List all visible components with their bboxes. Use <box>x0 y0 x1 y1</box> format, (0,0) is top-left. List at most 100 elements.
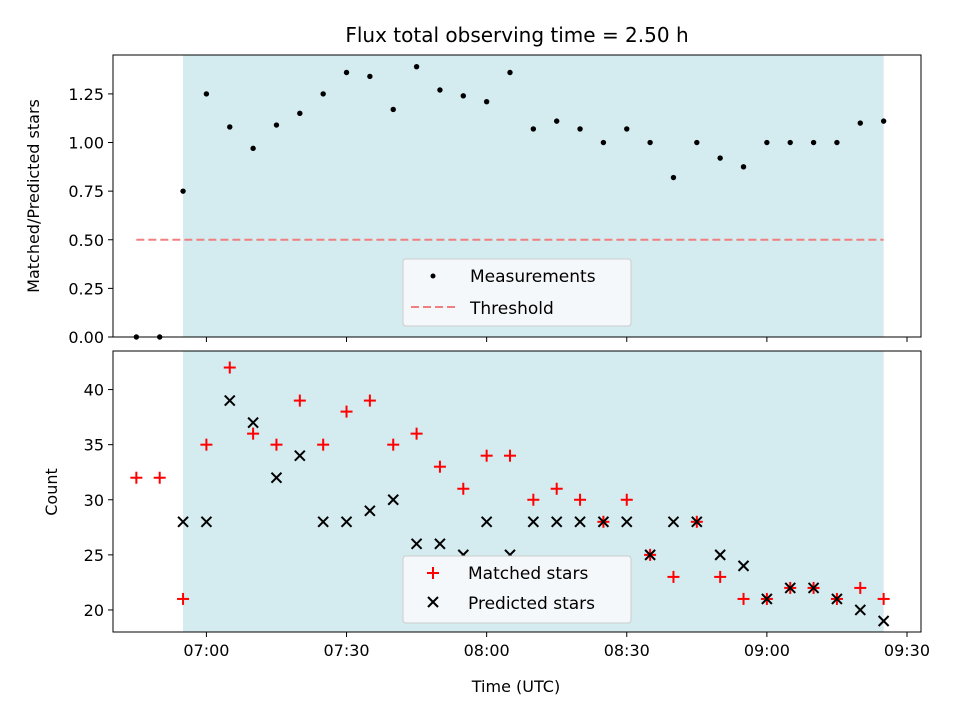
top-legend-box <box>402 258 632 327</box>
measurements-point <box>670 174 677 181</box>
predicted-stars-point <box>784 582 796 594</box>
matched-stars-point <box>363 394 376 407</box>
matched-stars-point <box>177 592 190 605</box>
measurements-point <box>553 118 560 124</box>
matched-stars-point <box>410 427 423 440</box>
bottom-panel-x-ticks: 07:00 07:30 08:00 08:30 09:00 09:30 <box>183 632 930 660</box>
measurements-point <box>740 164 747 170</box>
measurements-point <box>273 122 280 128</box>
y-tick-label: 0.00 <box>68 328 104 347</box>
matched-stars-point <box>340 405 353 418</box>
predicted-stars-point <box>247 416 259 429</box>
top-legend: Measurements Threshold <box>402 258 632 327</box>
predicted-stars-point <box>177 516 189 528</box>
legend-measurements-marker <box>430 273 436 279</box>
bottom-legend: Matched stars Predicted stars <box>402 555 632 624</box>
predicted-stars-point <box>667 516 680 528</box>
matched-stars-point <box>247 427 260 440</box>
matched-stars-point <box>667 570 680 583</box>
measurements-point <box>624 126 630 132</box>
predicted-stars-point <box>714 549 726 561</box>
measurements-point <box>437 87 443 93</box>
measurements-point <box>810 139 817 146</box>
y-tick-label: 0.25 <box>68 279 104 298</box>
legend-predicted-marker <box>427 596 439 608</box>
bottom-panel: 20 25 30 35 40 07:00 07:30 08:00 08:30 09:00 09:3… <box>42 350 930 696</box>
measurements-point <box>507 69 513 76</box>
predicted-stars-point <box>340 516 353 528</box>
measurements-point <box>180 188 186 194</box>
predicted-stars-point <box>691 516 703 528</box>
predicted-stars-point <box>294 449 306 462</box>
measurements-point <box>694 139 700 146</box>
y-tick-label: 35 <box>84 436 104 455</box>
matched-stars-point <box>293 394 306 407</box>
legend-matched-marker <box>427 567 439 579</box>
bottom-panel-y-ticks: 20 25 30 35 40 <box>84 381 113 620</box>
y-tick-label: 25 <box>84 546 104 565</box>
matched-stars-point <box>480 449 493 462</box>
matched-stars-point <box>223 361 236 374</box>
legend-threshold-label: Threshold <box>469 299 554 319</box>
bottom-legend-box <box>402 555 632 624</box>
measurements-point <box>530 126 537 132</box>
measurements-point <box>787 139 793 146</box>
x-tick-label: 08:00 <box>464 641 510 660</box>
matched-stars-point <box>200 438 213 451</box>
predicted-stars-point <box>854 604 866 616</box>
predicted-stars-point <box>550 516 563 528</box>
bottom-panel-frame <box>112 350 922 633</box>
top-y-axis-label: Matched/Predicted stars <box>24 99 43 293</box>
predicted-stars-point <box>434 538 446 550</box>
predicted-stars-point <box>737 560 750 572</box>
y-tick-label: 0.50 <box>68 231 104 250</box>
predicted-stars-point <box>527 516 540 528</box>
measurements-point <box>577 126 583 132</box>
predicted-stars-point <box>364 505 376 517</box>
predicted-stars-point <box>831 593 843 605</box>
x-tick-label: 09:00 <box>744 641 790 660</box>
predicted-stars-point <box>621 516 633 528</box>
measurements-point <box>250 145 256 152</box>
predicted-stars-point <box>877 615 890 627</box>
matched-stars-point <box>130 471 143 484</box>
matched-stars-point <box>317 438 330 451</box>
legend-matched-label: Matched stars <box>468 564 588 584</box>
measurements-point <box>834 139 840 146</box>
predicted-stars-point <box>200 516 213 528</box>
x-tick-label: 07:30 <box>323 641 369 660</box>
top-panel-marks <box>133 63 887 340</box>
matched-stars-point <box>503 449 516 462</box>
measurements-point <box>717 155 723 161</box>
predicted-stars-point <box>270 472 283 484</box>
matched-stars-point <box>153 471 166 484</box>
matched-stars-point <box>620 493 633 506</box>
matched-stars-point <box>433 460 446 473</box>
bottom-panel-marks <box>130 361 890 627</box>
measurements-point <box>880 118 887 124</box>
y-tick-label: 40 <box>84 381 104 400</box>
measurements-point <box>460 93 466 99</box>
y-tick-label: 0.75 <box>68 182 104 201</box>
matched-stars-point <box>574 493 587 506</box>
matched-stars-point <box>877 592 890 605</box>
top-panel-x-ticks <box>205 337 908 342</box>
matched-stars-point <box>714 570 727 583</box>
measurements-point <box>413 63 420 70</box>
y-tick-label: 1.25 <box>68 85 104 104</box>
predicted-stars-point <box>574 516 586 528</box>
predicted-stars-point <box>387 494 399 506</box>
measurements-point <box>764 139 770 146</box>
measurements-point <box>647 139 653 146</box>
matched-stars-point <box>527 493 540 506</box>
legend-predicted-label: Predicted stars <box>468 594 595 614</box>
matched-stars-point <box>270 438 283 451</box>
predicted-stars-point <box>480 516 493 528</box>
measurements-point <box>343 69 350 76</box>
predicted-stars-point <box>597 516 610 528</box>
predicted-stars-point <box>644 549 656 561</box>
predicted-stars-point <box>410 538 423 550</box>
measurements-point <box>367 73 373 80</box>
x-tick-label: 08:30 <box>604 641 650 660</box>
